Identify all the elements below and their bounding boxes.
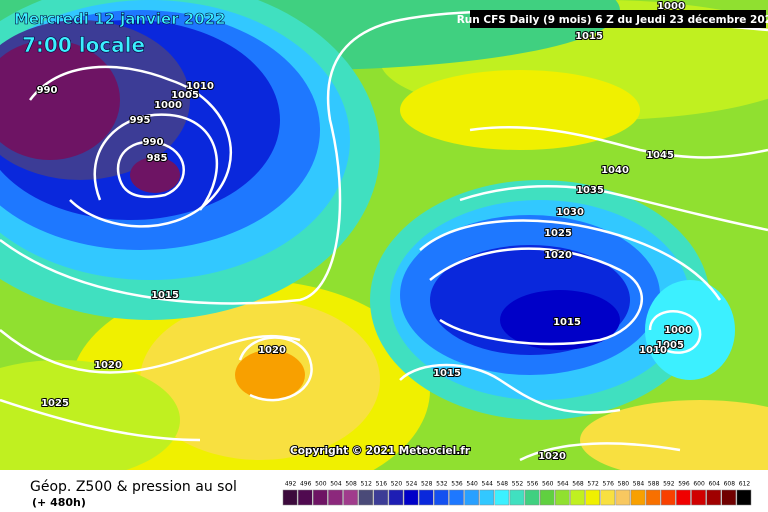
legend-tick-label: 536 xyxy=(451,481,463,488)
legend-swatch xyxy=(509,489,525,506)
legend-tick-label: 544 xyxy=(482,481,494,488)
legend-swatch xyxy=(706,489,721,506)
isobar-label: 990 xyxy=(37,85,58,96)
legend-tick-label: 600 xyxy=(693,481,705,488)
legend-tick-label: 588 xyxy=(648,481,660,488)
legend-swatch xyxy=(464,489,479,506)
legend-swatch xyxy=(555,489,570,506)
isobar-label: 1000 xyxy=(154,100,182,111)
legend-swatch xyxy=(736,489,752,506)
legend-swatch xyxy=(494,489,510,506)
legend-swatch xyxy=(721,489,737,506)
legend-tick-label: 528 xyxy=(421,481,433,488)
run-info: Run CFS Daily (9 mois) 6 Z du Jeudi 23 d… xyxy=(457,14,768,26)
legend-tick-label: 512 xyxy=(360,481,372,488)
legend-swatch xyxy=(297,489,313,506)
legend-tick-label: 580 xyxy=(618,481,630,488)
run-banner xyxy=(470,10,766,28)
isobar-label: 1045 xyxy=(646,150,674,161)
legend-tick-label: 532 xyxy=(436,481,448,488)
isobar-label: 985 xyxy=(147,153,168,164)
isobar-label: 1025 xyxy=(544,228,572,239)
isobar-label: 1025 xyxy=(41,398,69,409)
legend-swatch xyxy=(434,489,449,506)
legend-swatch xyxy=(373,489,389,506)
legend-tick-label: 560 xyxy=(542,481,554,488)
legend-swatch xyxy=(418,489,434,506)
legend-swatch xyxy=(615,489,631,506)
legend-swatch xyxy=(570,489,585,506)
legend-tick-label: 552 xyxy=(512,481,524,488)
legend-tick-label: 520 xyxy=(391,481,403,488)
legend-tick-label: 492 xyxy=(285,481,297,488)
legend-tick-label: 592 xyxy=(663,481,675,488)
legend-swatch xyxy=(676,489,691,506)
legend-tick-label: 524 xyxy=(406,481,418,488)
isobar-label: 1010 xyxy=(186,81,214,92)
legend-swatch xyxy=(328,489,343,506)
legend-swatch xyxy=(358,489,374,506)
isobar-label: 1000 xyxy=(657,1,685,12)
legend-tick-label: 496 xyxy=(300,481,312,488)
isobar-label: 1020 xyxy=(538,451,566,462)
footer-title: Géop. Z500 & pression au sol xyxy=(30,479,237,495)
legend-swatch xyxy=(630,489,646,506)
legend-swatch xyxy=(449,489,464,506)
legend-swatch xyxy=(403,489,419,506)
isobar-label: 1040 xyxy=(601,165,629,176)
legend-swatch xyxy=(539,489,555,506)
forecast-time: 7:00 locale xyxy=(22,33,145,57)
legend-swatch xyxy=(585,489,600,506)
legend-swatch xyxy=(282,489,298,506)
legend-tick-label: 540 xyxy=(466,481,478,488)
legend-swatch xyxy=(645,489,661,506)
legend-swatch xyxy=(388,489,404,506)
isobar-label: 1020 xyxy=(94,360,122,371)
isobar-label: 1020 xyxy=(544,250,572,261)
legend-swatch xyxy=(600,489,616,506)
legend-swatch xyxy=(479,489,495,506)
legend-swatch xyxy=(691,489,706,506)
legend-swatch xyxy=(313,489,328,506)
isobar-label: 1030 xyxy=(556,207,584,218)
legend-tick-label: 504 xyxy=(330,481,342,488)
legend-tick-label: 508 xyxy=(345,481,357,488)
legend-tick-label: 556 xyxy=(527,481,539,488)
legend-tick-label: 612 xyxy=(739,481,751,488)
isobar-label: 1000 xyxy=(664,325,692,336)
legend-swatch xyxy=(660,489,676,506)
isobar-label: 995 xyxy=(130,115,151,126)
legend-tick-label: 608 xyxy=(724,481,736,488)
legend-tick-label: 572 xyxy=(587,481,599,488)
isobar-label: 1015 xyxy=(433,368,461,379)
isobar-label: 990 xyxy=(143,137,164,148)
legend-swatch xyxy=(343,489,358,506)
isobar-label: 1015 xyxy=(151,290,179,301)
legend-tick-label: 564 xyxy=(557,481,569,488)
isobar-label: 1015 xyxy=(575,31,603,42)
legend-tick-label: 516 xyxy=(376,481,388,488)
legend-tick-label: 596 xyxy=(678,481,690,488)
isobar-label: 1005 xyxy=(171,90,199,101)
legend-tick-label: 500 xyxy=(315,481,327,488)
legend-tick-label: 584 xyxy=(633,481,645,488)
isobar-label: 1010 xyxy=(639,345,667,356)
isobar-label: 1005 xyxy=(656,340,684,351)
legend-tick-label: 568 xyxy=(572,481,584,488)
legend-tick-label: 604 xyxy=(708,481,720,488)
legend-swatch xyxy=(524,489,540,506)
isobar-label: 1020 xyxy=(258,345,286,356)
forecast-date: Mercredi 12 janvier 2022 xyxy=(14,10,226,28)
legend-tick-label: 576 xyxy=(603,481,615,488)
copyright: Copyright © 2021 Meteociel.fr xyxy=(290,445,471,457)
map-field xyxy=(0,0,768,470)
legend-tick-label: 548 xyxy=(497,481,509,488)
isobar-label: 1015 xyxy=(553,317,581,328)
footer-lead: (+ 480h) xyxy=(32,496,86,509)
isobar-label: 1035 xyxy=(576,185,604,196)
